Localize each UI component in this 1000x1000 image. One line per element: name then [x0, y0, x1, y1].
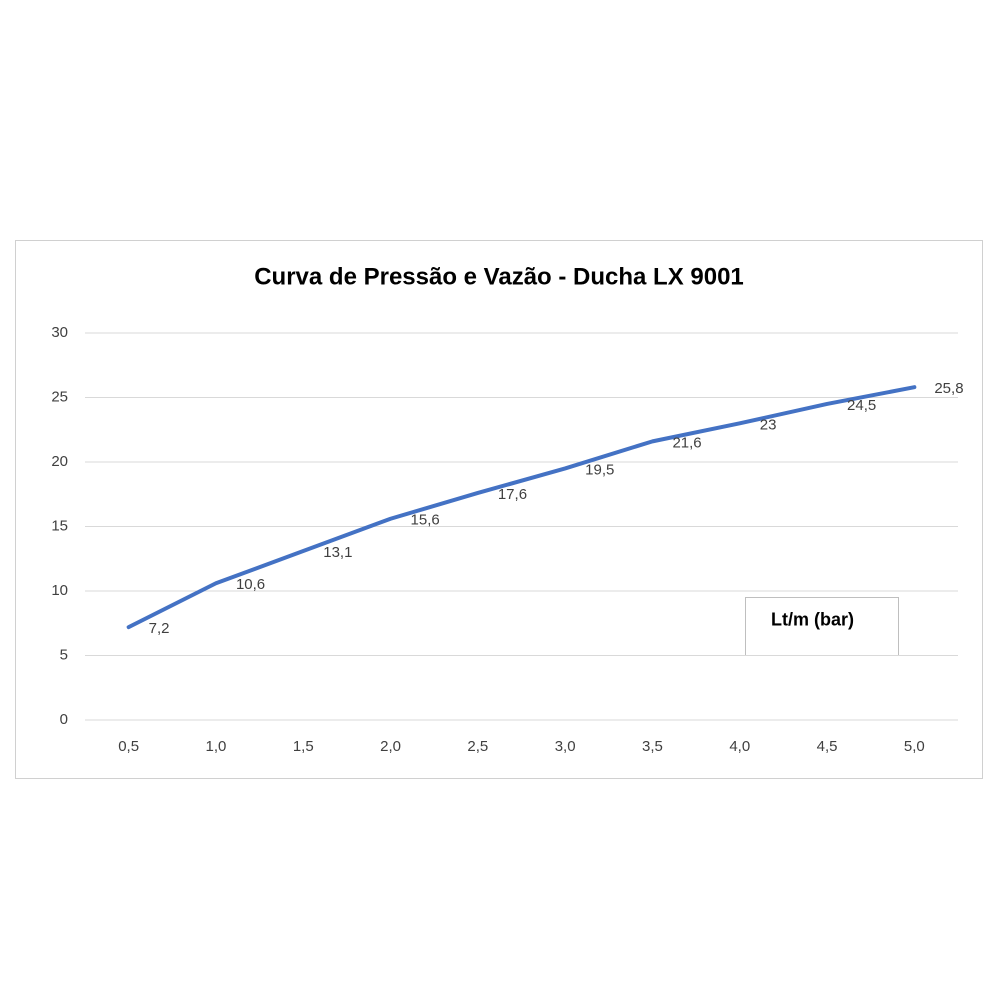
y-tick-label: 5	[60, 646, 68, 663]
data-label: 10,6	[236, 576, 265, 593]
y-tick-label: 20	[51, 453, 68, 470]
series-line	[126, 385, 917, 630]
y-tick-label: 0	[60, 711, 68, 728]
data-label: 24,5	[847, 397, 876, 414]
x-tick-label: 3,5	[642, 738, 663, 755]
y-tick-label: 15	[51, 517, 68, 534]
y-tick-label: 25	[51, 388, 68, 405]
data-label: 19,5	[585, 461, 614, 478]
x-tick-label: 0,5	[118, 738, 139, 755]
data-label: 7,2	[149, 620, 170, 637]
y-tick-label: 10	[51, 582, 68, 599]
chart-title: Curva de Pressão e Vazão - Ducha LX 9001	[254, 263, 744, 290]
x-tick-label: 2,5	[467, 738, 488, 755]
data-label: 13,1	[323, 544, 352, 561]
x-tick-label: 4,0	[729, 738, 750, 755]
x-tick-label: 2,0	[380, 738, 401, 755]
x-tick-label: 3,0	[555, 738, 576, 755]
data-label: 25,8	[934, 380, 963, 397]
data-label: 23	[760, 416, 777, 433]
legend-box	[745, 597, 899, 656]
x-tick-label: 4,5	[817, 738, 838, 755]
y-tick-label: 30	[51, 324, 68, 341]
data-label: 15,6	[411, 512, 440, 529]
data-label: 21,6	[672, 434, 701, 451]
x-tick-label: 5,0	[904, 738, 925, 755]
data-label: 17,6	[498, 486, 527, 503]
x-tick-label: 1,0	[206, 738, 227, 755]
chart-frame	[15, 240, 983, 779]
x-tick-label: 1,5	[293, 738, 314, 755]
legend-label: Lt/m (bar)	[771, 609, 854, 629]
